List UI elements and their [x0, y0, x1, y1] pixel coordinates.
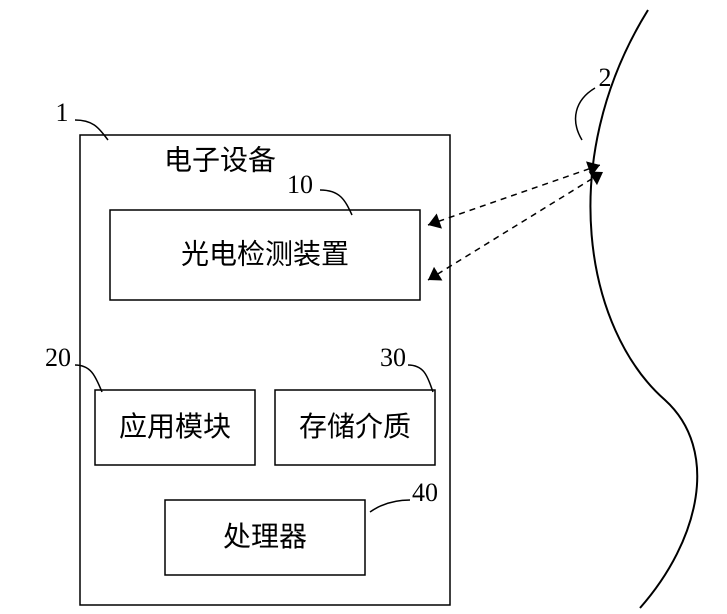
callout-label-processor: 40: [412, 478, 438, 507]
callout-label-detector: 10: [287, 170, 313, 199]
block-storage-label: 存储介质: [299, 411, 411, 443]
callout-label-app: 20: [45, 343, 71, 372]
block-app-label: 应用模块: [119, 411, 231, 443]
block-processor-label: 处理器: [223, 521, 307, 553]
block-detector-label: 光电检测装置: [181, 238, 349, 270]
callout-label-2: 2: [599, 63, 612, 92]
callout-label-storage: 30: [380, 343, 406, 372]
callout-label-1: 1: [56, 98, 69, 127]
outer-box-title: 电子设备: [164, 144, 276, 176]
